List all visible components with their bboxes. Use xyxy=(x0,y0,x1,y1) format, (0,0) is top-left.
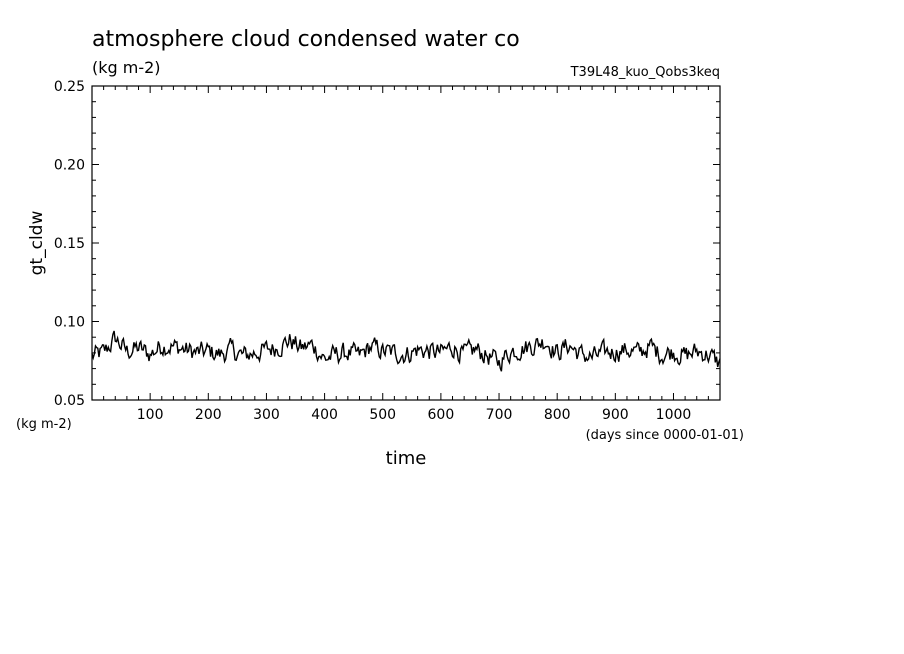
x-tick-label: 500 xyxy=(369,407,396,423)
x-tick-label: 700 xyxy=(486,407,513,423)
x-tick-label: 400 xyxy=(311,407,338,423)
x-tick-label: 900 xyxy=(602,407,629,423)
x-axis-label: time xyxy=(386,448,427,469)
y-axis-label: gt_cldw xyxy=(27,211,47,276)
data-line xyxy=(91,330,721,372)
y-axis: 0.05 0.10 0.15 0.20 0.25 xyxy=(54,79,720,409)
y-tick-label: 0.10 xyxy=(54,315,85,331)
x-tick-label: 300 xyxy=(253,407,280,423)
y-tick-label: 0.25 xyxy=(54,79,85,95)
x-tick-label: 1000 xyxy=(656,407,692,423)
x-unit-label: (days since 0000-01-01) xyxy=(586,428,744,443)
x-tick-label: 600 xyxy=(428,407,455,423)
y-unit-label: (kg m-2) xyxy=(16,417,72,432)
chart-title: atmosphere cloud condensed water co xyxy=(92,27,520,52)
x-tick-label: 800 xyxy=(544,407,571,423)
y-tick-label: 0.15 xyxy=(54,236,85,252)
x-axis: 100 200 300 400 500 600 700 800 900 1000 xyxy=(103,86,709,423)
y-tick-label: 0.20 xyxy=(54,158,85,174)
chart-subtitle: (kg m-2) xyxy=(92,58,161,77)
x-tick-label: 200 xyxy=(195,407,222,423)
x-tick-label: 100 xyxy=(137,407,164,423)
run-label: T39L48_kuo_Qobs3keq xyxy=(570,65,720,80)
y-tick-label: 0.05 xyxy=(54,393,85,409)
